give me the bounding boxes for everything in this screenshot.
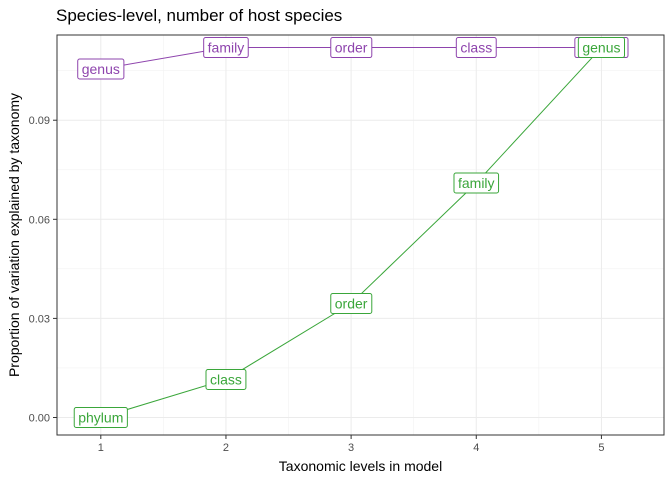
y-tick-label: 0.06 bbox=[29, 214, 50, 226]
x-tick-label: 3 bbox=[348, 442, 354, 454]
point-label-text: order bbox=[335, 40, 368, 56]
point-label-box bbox=[577, 37, 626, 59]
grid-lines bbox=[57, 35, 664, 435]
x-tick-label: 5 bbox=[598, 442, 604, 454]
point-label-box bbox=[330, 37, 373, 59]
point-label: family bbox=[203, 37, 249, 59]
plot-border bbox=[56, 34, 665, 436]
x-tick-label: 1 bbox=[98, 442, 104, 454]
point-label-box bbox=[330, 293, 373, 315]
y-tick-label: 0.09 bbox=[29, 115, 50, 127]
axes: 1 2 3 4 5 0.00 0.03 0.06 0.09 bbox=[29, 115, 605, 454]
x-axis-title: Taxonomic levels in model bbox=[279, 458, 442, 474]
point-label-box bbox=[453, 172, 500, 194]
point-label-text: phylum bbox=[78, 409, 123, 425]
point-label: genus bbox=[77, 58, 125, 80]
point-label: class bbox=[455, 37, 497, 59]
point-label: phylum bbox=[73, 406, 128, 428]
point-label-text: order bbox=[335, 296, 368, 312]
y-tick-label: 0.00 bbox=[29, 412, 50, 424]
point-label-text: family bbox=[208, 40, 245, 56]
point-label-box bbox=[205, 369, 247, 391]
series-1: phylum class order family genus bbox=[73, 37, 626, 428]
point-label-box bbox=[73, 406, 128, 428]
x-tick-label: 4 bbox=[473, 442, 479, 454]
point-label-box bbox=[455, 37, 497, 59]
x-tick-label: 2 bbox=[223, 442, 229, 454]
y-axis-title: Proportion of variation explained by tax… bbox=[6, 93, 22, 377]
point-label: order bbox=[330, 293, 373, 315]
point-label: genus bbox=[577, 37, 626, 59]
series-layer: genus family order class phylumphylum class or… bbox=[73, 37, 629, 428]
point-label-box bbox=[203, 37, 249, 59]
point-label-text: class bbox=[210, 372, 242, 388]
y-tick-label: 0.03 bbox=[29, 313, 50, 325]
point-label-text: genus bbox=[582, 40, 620, 56]
point-label: family bbox=[453, 172, 500, 194]
point-label: order bbox=[330, 37, 373, 59]
point-label-box bbox=[77, 58, 125, 80]
point-label-text: class bbox=[460, 40, 492, 56]
chart-title: Species-level, number of host species bbox=[56, 6, 343, 25]
point-label-text: family bbox=[458, 175, 495, 191]
plot-panel bbox=[57, 35, 664, 435]
point-label: class bbox=[205, 369, 247, 391]
point-label-text: genus bbox=[82, 61, 120, 77]
